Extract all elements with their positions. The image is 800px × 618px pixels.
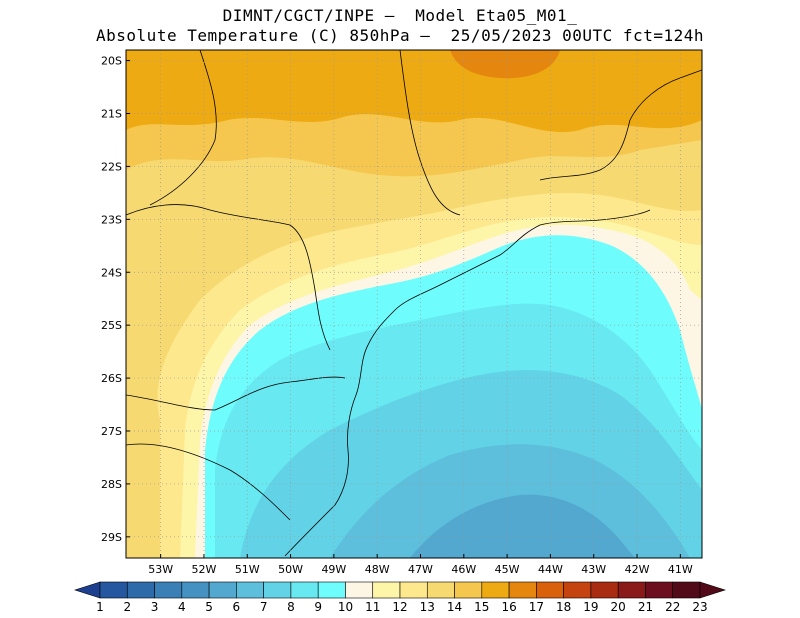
temperature-field (126, 50, 702, 558)
map-title-line2: Absolute Temperature (C) 850hPa – 25/05/… (96, 26, 704, 45)
colorbar-label: 10 (338, 600, 353, 614)
colorbar-label: 19 (583, 600, 598, 614)
lat-label: 24S (101, 266, 122, 279)
map-title-line1: DIMNT/CGCT/INPE – Model Eta05_M01_ (222, 6, 578, 25)
colorbar-swatch (208, 581, 237, 599)
border-sc (126, 376, 346, 411)
colorbar-label: 18 (556, 600, 571, 614)
colorbar-swatch (590, 581, 619, 599)
longitude-labels: 53W 52W 51W 50W 49W 48W 47W 46W 45W 44W 43W 42W 41W (148, 554, 693, 576)
map-frame (125, 49, 703, 559)
colorbar-swatch (645, 581, 674, 599)
colorbar-label: 14 (447, 600, 462, 614)
colorbar-swatch (154, 581, 183, 599)
colorbar-swatch (481, 581, 510, 599)
lon-label: 41W (668, 563, 693, 576)
lat-lon-grid (126, 50, 702, 558)
latitude-labels: 20S 21S 22S 23S 24S 25S 26S 27S 28S 29S (101, 55, 130, 544)
lon-label: 44W (538, 563, 563, 576)
colorbar-label: 21 (638, 600, 653, 614)
lat-label: 23S (101, 213, 122, 226)
coastline-borders (126, 50, 702, 557)
colorbar-swatch (317, 581, 346, 599)
colorbar-label: 16 (501, 600, 516, 614)
colorbar-swatch (426, 581, 455, 599)
lat-label: 28S (101, 478, 122, 491)
colorbar-label: 22 (665, 600, 680, 614)
colorbar-label: 9 (314, 600, 322, 614)
lon-label: 48W (365, 563, 390, 576)
lon-label: 46W (451, 563, 476, 576)
colorbar-label: 12 (392, 600, 407, 614)
field-17 (450, 50, 560, 79)
colorbar-swatch (372, 581, 401, 599)
colorbar-swatch (290, 581, 319, 599)
coastline (284, 209, 651, 557)
colorbar-swatch (617, 581, 646, 599)
lon-label: 50W (278, 563, 303, 576)
colorbar-swatch (181, 581, 210, 599)
lat-label: 29S (101, 531, 122, 544)
colorbar-arrow-high (699, 581, 726, 599)
colorbar-swatch (536, 581, 564, 599)
colorbar-arrow-low (74, 581, 101, 599)
colorbar-swatch (236, 581, 264, 599)
colorbar-swatch (99, 581, 128, 599)
field-6 (410, 494, 635, 558)
colorbar-label: 4 (178, 600, 186, 614)
lon-label: 42W (625, 563, 650, 576)
colorbar-label: 5 (205, 600, 213, 614)
colorbar-label: 7 (260, 600, 268, 614)
lat-label: 21S (101, 108, 122, 121)
colorbar-label: 17 (529, 600, 544, 614)
colorbar-label: 1 (96, 600, 104, 614)
colorbar-label: 2 (123, 600, 131, 614)
lon-label: 51W (235, 563, 260, 576)
lat-label: 22S (101, 160, 122, 173)
colorbar-swatch (454, 581, 483, 599)
colorbar-swatch (345, 581, 374, 599)
colorbar-label: 11 (365, 600, 380, 614)
colorbar-swatch (126, 581, 155, 599)
lat-label: 20S (101, 55, 122, 68)
border-rs (126, 443, 291, 521)
border-ms (149, 50, 217, 206)
border-se (539, 69, 702, 181)
lon-label: 49W (321, 563, 346, 576)
colorbar-swatch (263, 581, 292, 599)
lon-label: 53W (148, 563, 173, 576)
lat-label: 26S (101, 372, 122, 385)
colorbar-label: 6 (233, 600, 241, 614)
colorbar-swatch (399, 581, 428, 599)
colorbar: 1 2 3 4 5 6 7 8 9 10 11 12 13 14 15 16 17 18 19 20 21 22 23 (74, 581, 726, 614)
colorbar-label: 3 (151, 600, 159, 614)
colorbar-label: 20 (611, 600, 626, 614)
colorbar-label: 15 (474, 600, 489, 614)
lat-label: 27S (101, 425, 122, 438)
colorbar-swatch (672, 581, 701, 599)
colorbar-label: 8 (287, 600, 295, 614)
border-pr (126, 204, 331, 351)
colorbar-swatch (508, 581, 537, 599)
lon-label: 52W (192, 563, 217, 576)
colorbar-label: 23 (692, 600, 707, 614)
lat-label: 25S (101, 319, 122, 332)
lon-label: 45W (495, 563, 520, 576)
lon-label: 47W (408, 563, 433, 576)
field-16 (126, 50, 702, 133)
colorbar-swatch (563, 581, 592, 599)
border-sp-mg (399, 50, 461, 216)
lon-label: 43W (581, 563, 606, 576)
colorbar-label: 13 (420, 600, 435, 614)
